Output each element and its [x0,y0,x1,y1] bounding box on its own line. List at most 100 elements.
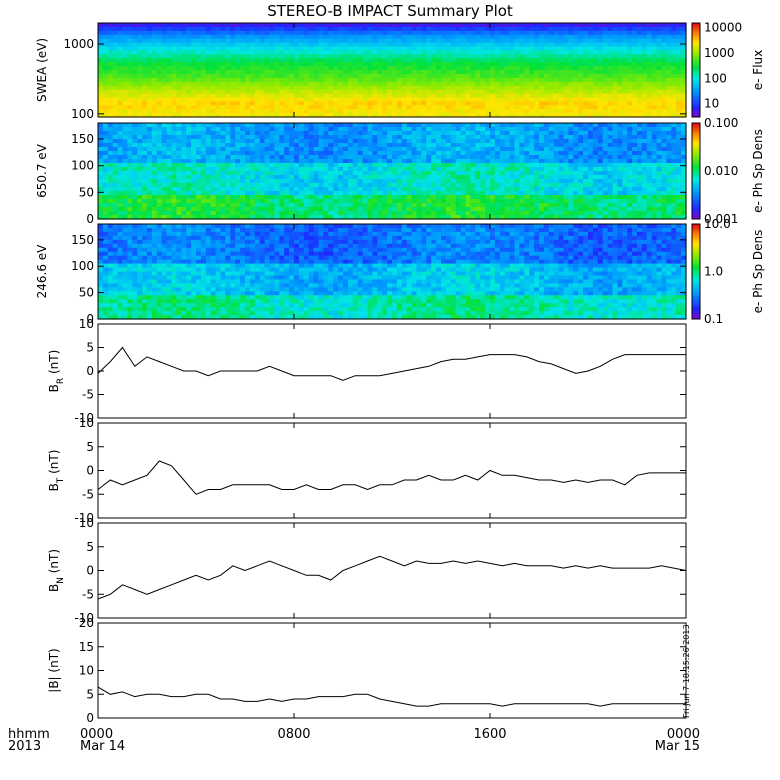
heatmap-cell [161,58,168,63]
heatmap-cell [460,50,467,55]
heatmap-cell [539,58,545,63]
heatmap-cell [328,187,334,192]
heatmap-cell [166,167,173,172]
heatmap-cell [191,77,197,83]
heatmap-cell [338,42,344,48]
heatmap-cell [259,191,266,196]
heatmap-cell [460,135,467,140]
heatmap-cell [171,77,177,83]
heatmap-cell [622,26,628,32]
heatmap-cell [343,155,349,160]
heatmap-cell [416,203,422,208]
heatmap-cell [333,179,339,184]
heatmap-cell [490,179,496,184]
heatmap-cell [245,81,251,87]
heatmap-cell [303,163,310,168]
heatmap-cell [607,109,614,114]
heatmap-cell [421,26,427,32]
heatmap-cell [396,62,403,67]
heatmap-cell [480,46,486,52]
heatmap-cell [450,77,457,83]
heatmap-cell [377,207,383,212]
heatmap-cell [200,42,207,48]
heatmap-cell [117,131,124,136]
heatmap-cell [279,77,285,83]
colorbar-cell [692,91,700,94]
heatmap-cell [313,23,320,28]
heatmap-cell [289,199,295,204]
heatmap-cell [490,211,496,216]
heatmap-cell [102,85,109,91]
heatmap-cell [426,34,432,40]
heatmap-cell [367,207,373,212]
heatmap-cell [151,66,158,71]
heatmap-cell [279,89,285,95]
heatmap-cell [156,127,163,132]
heatmap-cell [377,38,383,44]
heatmap-cell [127,93,133,99]
heatmap-cell [470,42,476,48]
heatmap-cell [563,66,569,71]
heatmap-cell [411,23,418,28]
heatmap-cell [240,113,246,118]
heatmap-cell [298,155,305,160]
heatmap-cell [254,42,261,48]
heatmap-cell [235,54,241,59]
heatmap-cell [401,23,408,28]
heatmap-cell [323,73,329,79]
heatmap-cell [343,42,349,48]
heatmap-cell [107,101,114,106]
heatmap-cell [303,23,310,28]
heatmap-cell [328,131,334,136]
heatmap-cell [156,73,163,79]
heatmap-cell [117,105,124,110]
heatmap-cell [161,195,168,200]
heatmap-cell [352,179,359,184]
heatmap-cell [254,109,261,114]
heatmap-cell [249,105,256,110]
heatmap-cell [161,147,168,152]
heatmap-cell [632,105,638,110]
heatmap-cell [681,46,687,52]
heatmap-cell [480,62,486,67]
heatmap-cell [279,207,285,212]
heatmap-cell [294,155,300,160]
heatmap-cell [313,131,320,136]
heatmap-cell [387,163,393,168]
heatmap-cell [200,23,207,28]
heatmap-cell [132,34,138,40]
heatmap-cell [205,151,212,156]
heatmap-cell [156,70,163,75]
heatmap-cell [166,109,173,114]
heatmap-cell [161,135,168,140]
heatmap-cell [151,93,158,99]
heatmap-cell [200,159,207,164]
heatmap-cell [563,26,569,32]
heatmap-cell [627,50,633,55]
heatmap-cell [436,183,442,188]
heatmap-cell [225,211,231,216]
heatmap-cell [343,131,349,136]
heatmap-cell [186,123,192,128]
heatmap-cell [455,151,462,156]
heatmap-cell [450,97,457,102]
heatmap-cell [298,58,305,63]
heatmap-cell [132,30,138,36]
heatmap-cell [568,34,574,40]
heatmap-cell [568,89,574,95]
heatmap-cell [357,183,364,188]
heatmap-cell [161,62,168,67]
heatmap-cell [499,105,506,110]
heatmap-cell [367,143,373,148]
heatmap-cell [396,199,403,204]
heatmap-cell [230,85,236,91]
heatmap-cell [166,93,173,99]
heatmap-cell [637,81,643,87]
heatmap-cell [343,105,349,110]
heatmap-cell [171,175,177,180]
heatmap-cell [450,42,457,48]
heatmap-cell [289,73,295,79]
heatmap-cell [661,97,667,102]
heatmap-cell [441,211,447,216]
